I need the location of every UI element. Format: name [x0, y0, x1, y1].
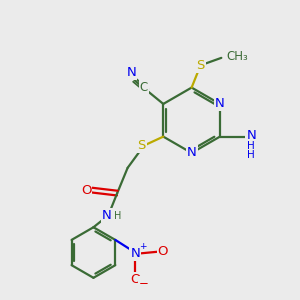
Text: H: H [114, 211, 122, 221]
Text: O: O [130, 273, 140, 286]
Text: H: H [247, 150, 255, 160]
Text: +: + [139, 242, 147, 251]
Text: N: N [246, 129, 256, 142]
Text: H: H [247, 141, 255, 151]
Text: S: S [137, 139, 146, 152]
Text: N: N [130, 248, 140, 260]
Text: N: N [187, 146, 196, 160]
Text: O: O [158, 245, 168, 258]
Text: N: N [215, 98, 225, 110]
Text: C: C [140, 81, 148, 94]
Text: CH₃: CH₃ [227, 50, 249, 63]
Text: S: S [196, 59, 205, 72]
Text: N: N [127, 66, 136, 79]
Text: N: N [102, 209, 112, 222]
Text: −: − [139, 277, 148, 290]
Text: O: O [81, 184, 91, 196]
